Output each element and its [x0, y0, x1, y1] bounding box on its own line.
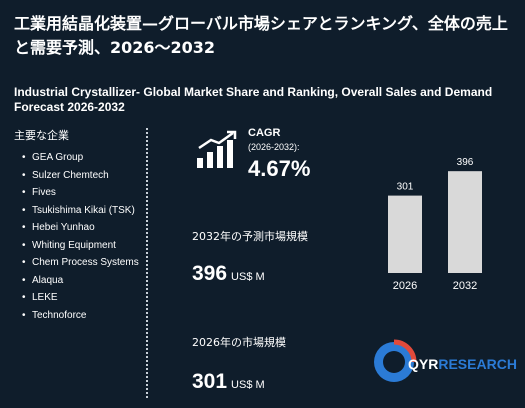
current-value: 301 US$ M — [192, 370, 265, 394]
player-item: Tsukishima Kikai (TSK) — [22, 205, 140, 218]
players-heading: 主要な企業 — [14, 129, 69, 142]
players-list: GEA Group Sulzer Chemtech Fives Tsukishi… — [22, 152, 140, 327]
player-item: Sulzer Chemtech — [22, 170, 140, 183]
current-label: 2026年の市場規模 — [192, 336, 286, 349]
current-number: 301 — [192, 370, 228, 393]
page-title-jp: 工業用結晶化装置—グローバル市場シェアとランキング、全体の売上と需要予測、202… — [14, 14, 508, 57]
cagr-period: (2026-2032): — [248, 142, 300, 152]
forecast-value: 396 US$ M — [192, 262, 265, 286]
page-title-en: Industrial Crystallizer- Global Market S… — [14, 85, 493, 114]
forecast-label: 2032年の予測市場規模 — [192, 230, 308, 243]
player-item: LEKE — [22, 292, 140, 305]
player-item: Technoforce — [22, 310, 140, 323]
current-unit: US$ M — [231, 379, 265, 391]
cagr-label: CAGR — [248, 127, 281, 139]
logo-text: QYRRESEARCH — [408, 356, 517, 372]
bar-2032 — [448, 171, 482, 273]
logo-brand-b: ESEARCH — [448, 356, 517, 372]
category-label: 2032 — [453, 280, 477, 292]
player-item: Whiting Equipment — [22, 240, 140, 253]
bar-value-label: 301 — [397, 182, 414, 193]
bar-value-label: 396 — [457, 157, 474, 168]
player-item: Fives — [22, 187, 140, 200]
bar-2026 — [388, 195, 422, 273]
player-item: GEA Group — [22, 152, 140, 165]
player-item: Hebei Yunhao — [22, 222, 140, 235]
forecast-number: 396 — [192, 262, 228, 285]
player-item: Alaqua — [22, 275, 140, 288]
player-item: Chem Process Systems — [22, 257, 140, 270]
logo-brand-a: QYR — [408, 356, 439, 372]
divider — [146, 128, 148, 398]
cagr-value: 4.67% — [248, 156, 311, 181]
growth-chart-icon — [197, 130, 237, 168]
market-size-chart: 301 2026 396 2032 — [388, 157, 482, 292]
qyresearch-logo — [374, 339, 417, 382]
forecast-unit: US$ M — [231, 271, 265, 283]
category-label: 2026 — [393, 280, 417, 292]
